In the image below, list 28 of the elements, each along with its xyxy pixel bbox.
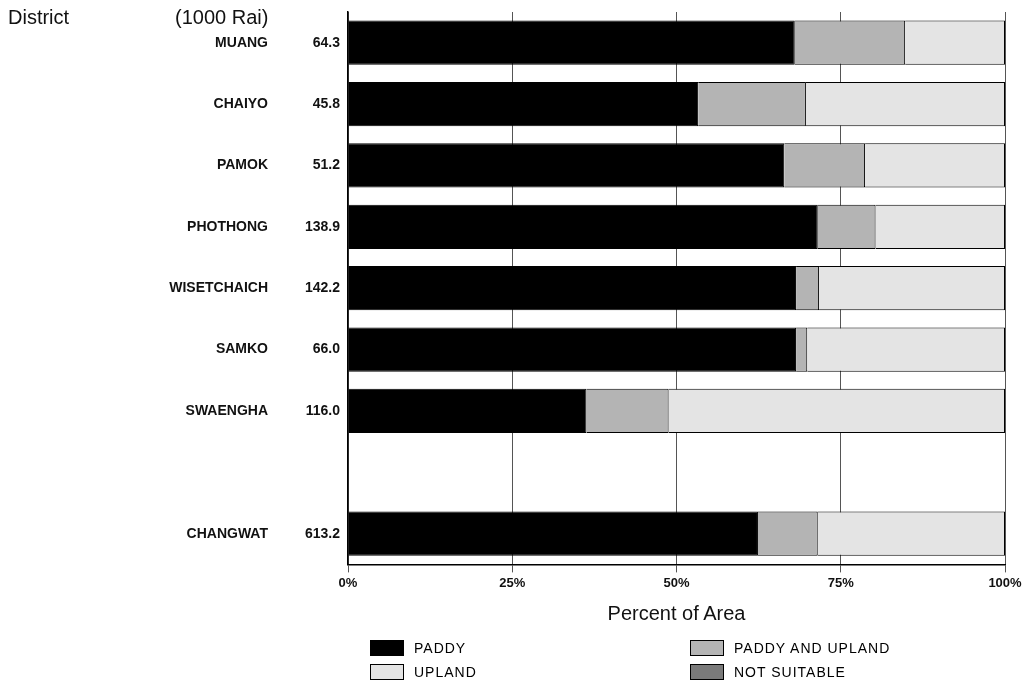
x-axis-title: Percent of Area xyxy=(607,601,747,624)
y-tick-label: MUANG xyxy=(215,33,269,50)
x-tick-label: 25% xyxy=(499,574,526,590)
x-tick-label: 50% xyxy=(663,574,690,590)
legend-label: NOT SUITABLE xyxy=(734,664,846,680)
text: 66.0 xyxy=(312,340,341,357)
text: 138.9 xyxy=(304,217,341,234)
text: 51.2 xyxy=(312,156,341,173)
x-tick-label: 0% xyxy=(338,574,358,590)
legend-label: PADDY AND UPLAND xyxy=(734,640,891,656)
text: 64.3 xyxy=(312,33,341,50)
x-tick-label: 75% xyxy=(827,574,855,590)
legend-label: PADDY xyxy=(414,640,467,656)
y-tick-label: PHOTHONG xyxy=(187,217,269,234)
text: (1000 Rai) xyxy=(175,6,269,29)
text: District xyxy=(8,6,70,29)
y-tick-label: SAMKO xyxy=(215,340,269,357)
text: 45.8 xyxy=(312,94,341,111)
y-tick-label: WISETCHAICH xyxy=(169,279,268,296)
text: 613.2 xyxy=(304,524,341,541)
y-tick-label: SWAENGHA xyxy=(185,401,268,418)
legend-label: UPLAND xyxy=(414,664,477,680)
y-tick-label: CHANGWAT xyxy=(186,524,269,541)
y-tick-label: PAMOK xyxy=(216,156,268,173)
text: 142.2 xyxy=(304,279,341,296)
text: 116.0 xyxy=(305,401,341,418)
y-tick-label: CHAIYO xyxy=(213,94,269,111)
x-tick-label: 100% xyxy=(988,574,1023,590)
